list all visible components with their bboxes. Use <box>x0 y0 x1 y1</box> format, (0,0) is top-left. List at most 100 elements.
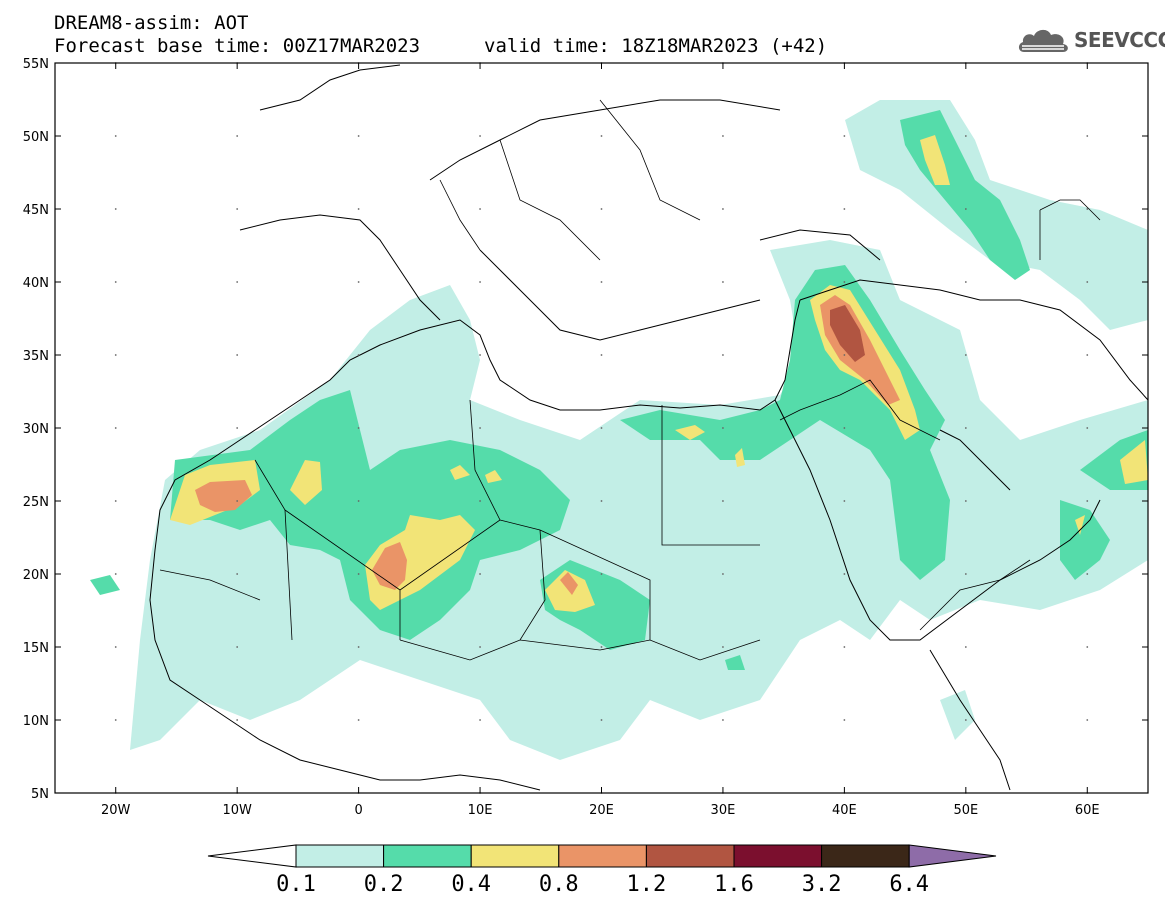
colorbar-segment <box>383 844 472 868</box>
grid-dot <box>479 573 481 575</box>
grid-dot <box>600 135 603 137</box>
grid-dot <box>964 427 967 429</box>
grid-dot <box>114 646 117 648</box>
grid-dot <box>843 500 846 502</box>
colorbar-level-label: 3.2 <box>801 872 842 897</box>
country-borders <box>159 99 1101 661</box>
grid-dot <box>479 208 481 210</box>
grid-dot <box>479 500 481 502</box>
grid-dot <box>1086 354 1089 356</box>
lat-tick-label: 35N <box>23 349 49 364</box>
grid-dot <box>114 427 117 429</box>
grid-dot <box>236 208 239 210</box>
grid-dot <box>722 281 724 283</box>
grid-dot <box>964 281 967 283</box>
lat-tick-label: 50N <box>23 130 49 145</box>
grid-dot <box>722 719 724 721</box>
grid-dot <box>1086 573 1089 575</box>
grid-dot <box>964 573 967 575</box>
colorbar-level-label: 0.4 <box>451 872 492 897</box>
grid-dot <box>722 135 724 137</box>
logo-text: SEEVCCC <box>1074 28 1165 52</box>
grid-dot <box>843 573 846 575</box>
grid-dot <box>236 135 239 137</box>
colorbar-segment <box>733 844 823 868</box>
grid-dot <box>964 500 967 502</box>
grid-dot <box>114 500 117 502</box>
grid-dot <box>357 427 360 429</box>
grid-dot <box>843 135 846 137</box>
grid-dot <box>114 208 117 210</box>
grid-dot <box>1086 427 1089 429</box>
aot-level-1-2 <box>830 305 865 362</box>
grid-dot <box>722 573 724 575</box>
valid-time: valid time: 18Z18MAR2023 (+42) <box>484 35 828 57</box>
grid-dot <box>357 208 360 210</box>
grid-dot <box>600 281 603 283</box>
colorbar-level-label: 0.1 <box>276 872 316 897</box>
colorbar-segment <box>645 844 735 868</box>
lat-tick-label: 20N <box>23 568 49 583</box>
grid-dot <box>722 646 724 648</box>
grid-dot <box>114 573 117 575</box>
lon-tick-label: 20E <box>589 803 614 818</box>
lat-tick-label: 30N <box>23 422 49 437</box>
grid-dot <box>236 354 239 356</box>
grid-dot <box>114 281 117 283</box>
grid-dot <box>1086 646 1089 648</box>
lat-tick-label: 40N <box>23 276 49 291</box>
grid-dot <box>114 135 117 137</box>
lon-tick-label: 60E <box>1075 803 1100 818</box>
lon-tick-label: 50E <box>953 803 978 818</box>
grid-dot <box>1086 208 1089 210</box>
grid-dot <box>964 354 967 356</box>
colorbar <box>207 844 997 868</box>
lon-tick-label: 10E <box>468 803 493 818</box>
coastlines <box>149 64 1148 791</box>
seevccc-logo: SEEVCCC <box>1016 24 1165 56</box>
grid-dot <box>964 135 967 137</box>
grid-dot <box>843 281 846 283</box>
grid-dot <box>236 573 239 575</box>
grid-dot <box>479 427 481 429</box>
colorbar-level-label: 6.4 <box>889 872 930 897</box>
grid-dot <box>357 135 360 137</box>
lat-tick-label: 5N <box>31 787 49 802</box>
grid-dot <box>600 354 603 356</box>
grid-dot <box>479 719 481 721</box>
grid-dot <box>843 646 846 648</box>
lon-tick-label: 0 <box>354 803 362 818</box>
grid-dot <box>236 427 239 429</box>
grid-dot <box>1086 135 1089 137</box>
grid-dot <box>843 354 846 356</box>
grid-dot <box>600 646 603 648</box>
grid-dot <box>1086 281 1089 283</box>
lat-tick-label: 15N <box>23 641 49 656</box>
grid-dot <box>357 573 360 575</box>
grid-dot <box>479 281 481 283</box>
grid-dot <box>114 354 117 356</box>
grid-dot <box>357 719 360 721</box>
grid-dot <box>722 427 724 429</box>
map-title: DREAM8-assim: AOT <box>54 12 249 34</box>
grid-dot <box>236 646 239 648</box>
grid-dot <box>236 500 239 502</box>
grid-dot <box>357 646 360 648</box>
grid-dot <box>843 427 846 429</box>
lon-tick-label: 10W <box>222 803 252 818</box>
grid-dot <box>964 646 967 648</box>
grid-dot <box>236 719 239 721</box>
grid-dot <box>722 208 724 210</box>
lon-tick-label: 20W <box>101 803 131 818</box>
grid-dot <box>722 500 724 502</box>
grid-dot <box>964 208 967 210</box>
colorbar-level-label: 0.8 <box>538 872 579 897</box>
colorbar-segment <box>295 844 385 868</box>
grid-dot <box>236 281 239 283</box>
colorbar-segment <box>821 844 910 868</box>
grid-dot <box>600 208 603 210</box>
grid-dot <box>1086 500 1089 502</box>
grid-dot <box>479 354 481 356</box>
forecast-base-time: Forecast base time: 00Z17MAR2023 <box>54 35 421 57</box>
